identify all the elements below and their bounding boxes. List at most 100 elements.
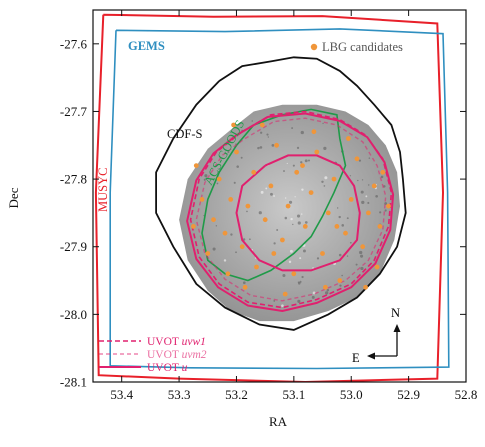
- legend-label-uvm2: UVOT uvm2: [147, 349, 207, 361]
- image-speckle: [301, 213, 303, 215]
- lbg-point: [331, 176, 337, 182]
- legend-entry-uvm2: UVOT uvm2: [99, 349, 207, 361]
- image-speckle: [355, 263, 358, 266]
- uvot-legend: UVOT uvw1 UVOT uvm2 UVOT u: [99, 336, 207, 374]
- image-speckle: [368, 157, 371, 159]
- x-axis-title: RA: [269, 414, 288, 429]
- image-speckle: [223, 259, 227, 262]
- lbg-point: [354, 156, 360, 162]
- y-axis: -27.6 -27.7 -27.8 -27.9 -28.0 -28.1: [60, 36, 466, 390]
- image-speckle: [271, 144, 275, 147]
- image-speckle: [301, 188, 304, 191]
- y-tick-label: -28.0: [60, 307, 87, 322]
- image-speckle: [294, 196, 296, 198]
- lbg-point: [245, 203, 251, 209]
- lbg-point: [193, 163, 199, 169]
- image-speckle: [338, 253, 342, 257]
- lbg-point: [262, 217, 268, 223]
- image-speckle: [233, 181, 236, 184]
- y-tick-label: -27.6: [60, 36, 88, 51]
- image-speckle: [284, 216, 288, 220]
- lbg-point: [325, 210, 331, 216]
- image-speckle: [339, 284, 342, 287]
- image-speckle: [227, 151, 230, 153]
- image-speckle: [324, 176, 328, 180]
- image-speckle: [288, 200, 293, 204]
- image-speckle: [346, 255, 349, 257]
- image-speckle: [360, 254, 364, 258]
- image-speckle: [251, 120, 253, 122]
- x-tick-label: 53.4: [110, 387, 133, 402]
- uvot-u-footprint: [235, 154, 361, 272]
- image-speckle: [267, 136, 270, 138]
- image-speckle: [357, 179, 359, 182]
- legend-label-u: UVOT u: [147, 362, 188, 374]
- image-speckle: [336, 207, 339, 209]
- image-speckle: [270, 192, 273, 196]
- image-speckle: [286, 162, 288, 165]
- image-speckle: [249, 238, 251, 241]
- image-speckle: [384, 209, 387, 212]
- lbg-point: [285, 203, 291, 209]
- image-speckle: [312, 291, 316, 295]
- image-speckle: [282, 274, 286, 278]
- image-speckle: [359, 250, 363, 255]
- image-speckle: [246, 210, 248, 213]
- lbg-point: [222, 230, 228, 236]
- lbg-point: [320, 251, 325, 256]
- image-speckle: [299, 280, 302, 283]
- image-speckle: [300, 130, 304, 135]
- x-tick-label: 53.0: [340, 387, 363, 402]
- lbg-point: [205, 251, 211, 256]
- uvot-uvw1-footprint: [189, 110, 393, 309]
- image-speckle: [258, 211, 262, 215]
- image-speckle: [230, 233, 233, 236]
- image-speckle: [273, 300, 276, 302]
- east-label: E: [352, 351, 360, 365]
- image-speckle: [242, 281, 246, 285]
- image-speckle: [325, 291, 329, 295]
- lbg-point: [366, 210, 371, 216]
- east-arrowhead: [367, 352, 375, 360]
- image-speckle: [260, 190, 264, 194]
- uvot-u-outer-footprint: [186, 112, 395, 313]
- image-speckle: [260, 131, 263, 134]
- image-speckle: [288, 260, 292, 264]
- lbg-candidates: [191, 122, 391, 297]
- image-speckle: [203, 178, 206, 181]
- image-speckle: [303, 249, 306, 253]
- image-speckle: [301, 275, 304, 279]
- lbg-point: [300, 163, 305, 169]
- image-speckle: [349, 175, 352, 177]
- y-tick-label: -27.8: [60, 172, 87, 187]
- lbg-point: [228, 197, 234, 202]
- lbg-point: [302, 224, 308, 229]
- image-speckle: [365, 195, 368, 198]
- lbg-point: [251, 169, 257, 175]
- lbg-point: [271, 251, 277, 256]
- compass: N E: [352, 306, 401, 365]
- image-speckle: [323, 146, 327, 150]
- x-tick-label: 53.3: [168, 387, 191, 402]
- x-axis: 53.4 53.3 53.2 53.1 53.0 52.9 52.8: [110, 10, 477, 402]
- image-speckle: [341, 274, 343, 277]
- gems-footprint: [109, 28, 450, 370]
- lbg-point: [311, 129, 317, 135]
- image-speckle: [266, 133, 269, 136]
- lbg-point: [191, 224, 196, 229]
- image-speckle: [380, 175, 384, 179]
- image-speckle: [240, 156, 243, 159]
- x-tick-label: 52.8: [455, 387, 478, 402]
- image-speckle: [281, 304, 284, 307]
- lbg-point: [274, 142, 279, 148]
- lbg-point: [314, 149, 320, 155]
- lbg-marker: [310, 43, 318, 51]
- image-speckle: [212, 247, 216, 251]
- y-tick-label: -27.9: [60, 239, 87, 254]
- lbg-point: [334, 224, 340, 229]
- image-speckle: [384, 202, 388, 205]
- legend-label-uvw1: UVOT uvw1: [147, 336, 206, 348]
- image-speckle: [326, 288, 330, 292]
- lbg-point: [280, 237, 285, 243]
